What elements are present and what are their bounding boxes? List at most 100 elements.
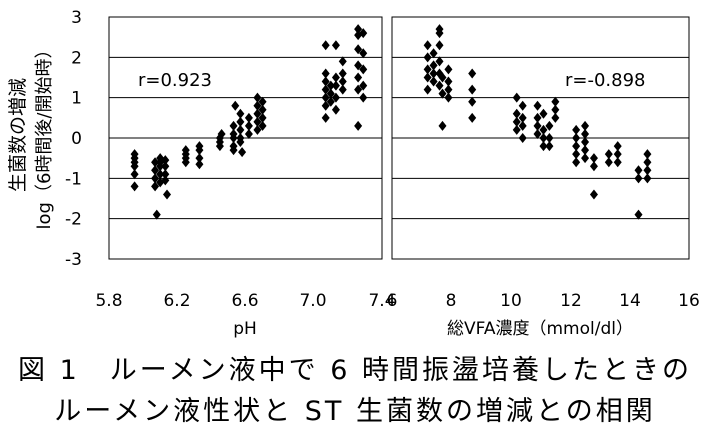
data-point xyxy=(359,48,368,59)
data-point xyxy=(429,60,438,71)
data-point xyxy=(423,64,432,75)
data-point xyxy=(539,133,548,143)
y-tick-label: 0 xyxy=(71,129,82,149)
data-point xyxy=(151,157,160,168)
data-point xyxy=(253,92,262,103)
data-point xyxy=(438,88,447,99)
data-point xyxy=(130,181,139,192)
data-point xyxy=(152,209,161,220)
y-tick-label: 1 xyxy=(71,89,82,109)
data-point xyxy=(551,96,560,107)
data-point xyxy=(572,157,581,168)
data-point xyxy=(468,112,477,123)
x-tick-label: 6 xyxy=(387,291,398,311)
data-point xyxy=(643,149,652,160)
data-point xyxy=(539,141,548,152)
data-point xyxy=(435,40,444,51)
data-point xyxy=(151,165,160,176)
data-point xyxy=(604,157,613,168)
data-point xyxy=(533,120,542,131)
data-point xyxy=(589,189,598,200)
data-point xyxy=(195,159,204,170)
data-point xyxy=(331,72,340,83)
data-point xyxy=(215,141,224,152)
ph-panel: 5.8 6.2 6.6 7.0 7.4 pH r=0.923 xyxy=(95,16,396,339)
data-point xyxy=(321,100,330,111)
data-point xyxy=(156,161,165,172)
data-point xyxy=(539,124,548,135)
data-point xyxy=(130,161,139,172)
data-point xyxy=(331,80,340,91)
data-point xyxy=(321,68,330,79)
data-point xyxy=(161,155,170,166)
data-point xyxy=(468,84,477,95)
data-point xyxy=(258,120,267,131)
data-point xyxy=(326,96,335,107)
data-point xyxy=(572,133,581,143)
data-point xyxy=(181,157,190,168)
data-point xyxy=(429,68,438,79)
data-point xyxy=(253,124,262,135)
data-point xyxy=(151,181,160,192)
data-point xyxy=(518,120,527,131)
data-point xyxy=(429,76,438,87)
plot-frame xyxy=(391,16,690,260)
data-point xyxy=(151,173,160,184)
data-point xyxy=(253,108,262,119)
x-tick-label: 7.0 xyxy=(299,291,326,311)
data-point xyxy=(229,120,238,131)
data-point xyxy=(545,133,554,143)
correlation-annotation: r=-0.898 xyxy=(565,70,646,91)
data-point xyxy=(156,169,165,180)
data-point xyxy=(354,72,363,83)
data-point xyxy=(512,108,521,119)
x-tick-label: 8 xyxy=(446,291,457,311)
data-point xyxy=(581,153,590,164)
data-point xyxy=(253,116,262,127)
data-point xyxy=(331,104,340,115)
data-point xyxy=(229,133,238,143)
data-point xyxy=(581,128,590,139)
data-point xyxy=(551,104,560,115)
data-point xyxy=(321,76,330,87)
data-point xyxy=(572,149,581,160)
data-point xyxy=(321,112,330,123)
data-point xyxy=(643,157,652,168)
x-tick-label: 12 xyxy=(560,291,582,311)
data-point xyxy=(338,76,347,87)
data-point xyxy=(613,149,622,160)
y-tick-label: -1 xyxy=(65,169,82,189)
data-point xyxy=(195,145,204,156)
data-point xyxy=(438,120,447,131)
data-point xyxy=(468,96,477,107)
data-point xyxy=(359,92,368,103)
data-point xyxy=(643,173,652,184)
x-axis-label: pH xyxy=(233,319,257,339)
data-point xyxy=(331,40,340,51)
data-point xyxy=(539,108,548,119)
y-axis-title-line2: log（6時間後/開始時） xyxy=(34,41,55,230)
data-point xyxy=(438,72,447,83)
data-point xyxy=(338,84,347,95)
figure-caption-line1: 図 1 ルーメン液中で 6 時間振盪培養したときの xyxy=(17,355,693,386)
data-point xyxy=(613,157,622,168)
data-point xyxy=(435,80,444,91)
data-point xyxy=(643,165,652,176)
data-point xyxy=(444,84,453,95)
x-tick-label: 14 xyxy=(619,291,641,311)
y-tick-label: -2 xyxy=(65,210,82,230)
y-tick-labels: 3 2 1 0 -1 -2 -3 xyxy=(65,8,82,270)
x-tick-label: 16 xyxy=(678,291,700,311)
data-point xyxy=(435,56,444,67)
correlation-annotation: r=0.923 xyxy=(138,70,212,91)
data-point xyxy=(217,128,226,139)
x-axis-label: 総VFA濃度（mmol/dl） xyxy=(447,319,633,339)
data-point xyxy=(258,96,267,107)
data-point xyxy=(423,40,432,51)
data-point xyxy=(244,120,253,131)
data-point xyxy=(545,120,554,131)
data-point xyxy=(354,60,363,71)
data-point xyxy=(613,141,622,152)
data-point xyxy=(258,112,267,123)
data-point xyxy=(236,116,245,127)
